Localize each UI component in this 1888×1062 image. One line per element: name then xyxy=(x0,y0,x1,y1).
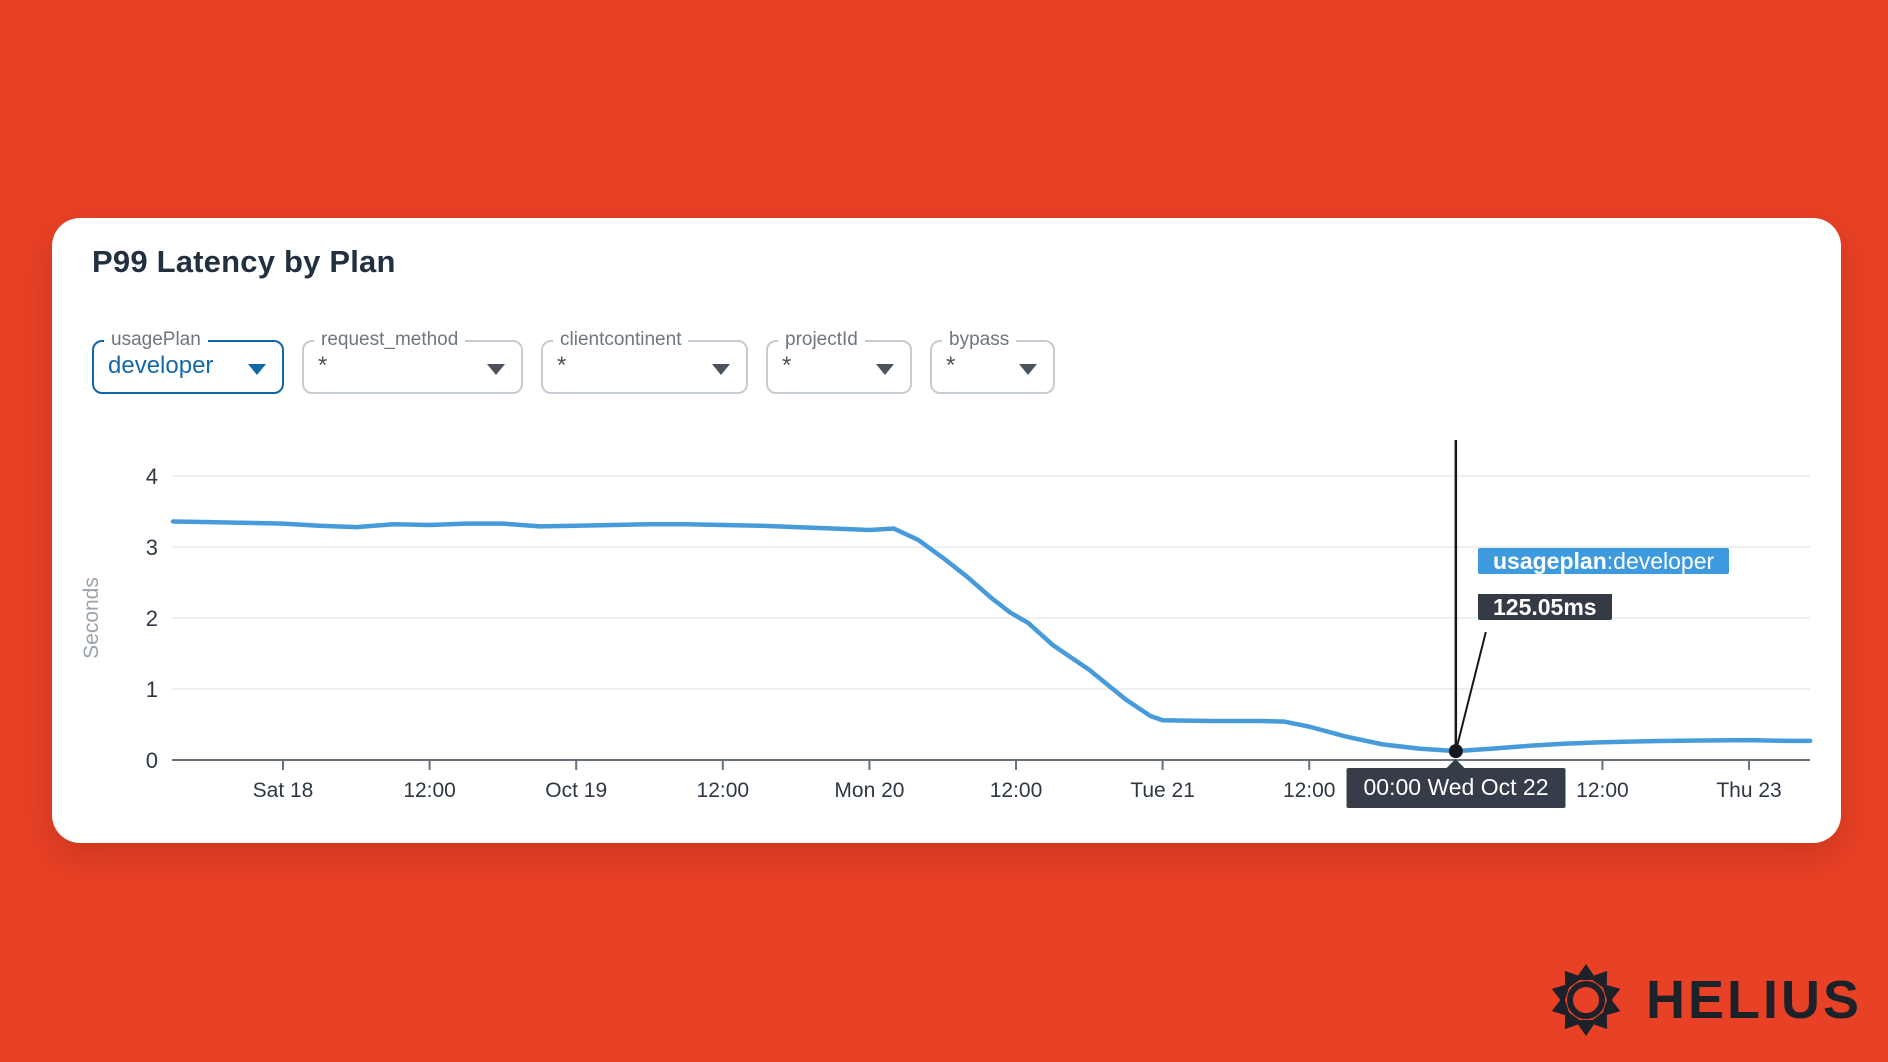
helius-logo: HELIUS xyxy=(1546,960,1862,1040)
latency-card: P99 Latency by Plan usagePlan developer … xyxy=(52,218,1841,843)
y-tick-label: 1 xyxy=(146,677,158,702)
series-tooltip-key: usageplan xyxy=(1493,548,1607,574)
chevron-down-icon xyxy=(487,364,505,375)
filter-row: usagePlan developer request_method * cli… xyxy=(92,329,1055,394)
chevron-down-icon xyxy=(876,364,894,375)
series-tooltip-separator: : xyxy=(1606,548,1614,574)
chevron-down-icon xyxy=(1019,364,1037,375)
x-tick-label: Oct 19 xyxy=(545,779,607,802)
tooltip-connector-line xyxy=(1454,631,1487,752)
y-tick-label: 0 xyxy=(146,748,158,773)
sun-ray xyxy=(1564,970,1584,991)
filter-dropdown-clientcontinent[interactable]: clientcontinent * xyxy=(541,329,748,394)
chevron-down-icon xyxy=(712,364,730,375)
marker-dot[interactable] xyxy=(1448,744,1463,759)
filter-dropdown-projectId[interactable]: projectId * xyxy=(766,329,912,394)
series-tooltip-value: 125.05ms xyxy=(1478,594,1612,620)
x-tick-label: 12:00 xyxy=(1576,779,1629,802)
x-tick-label: 12:00 xyxy=(1283,779,1336,802)
y-tick-label: 4 xyxy=(146,464,158,489)
y-axis-title: Seconds xyxy=(80,577,103,659)
xaxis-tooltip: 00:00 Wed Oct 22 xyxy=(1346,759,1566,808)
filter-label: bypass xyxy=(942,329,1017,352)
series-tooltip-series-value: developer xyxy=(1613,548,1715,574)
page-title: P99 Latency by Plan xyxy=(92,244,396,279)
x-tick-label: 12:00 xyxy=(990,779,1043,802)
x-tick-label: Tue 21 xyxy=(1130,779,1195,802)
latency-chart[interactable]: 0 1 2 3 4 Seconds Sat 18 12:00 Oct 19 12:00 Mon 20… xyxy=(52,408,1841,843)
chart-canvas: 0 1 2 3 4 Seconds Sat 18 12:00 Oct 19 12:00 Mon 20… xyxy=(80,440,1813,802)
filter-dropdown-usagePlan[interactable]: usagePlan developer xyxy=(92,329,284,394)
filter-selected-value: * xyxy=(946,352,956,379)
filter-label: usagePlan xyxy=(104,329,208,352)
y-tick-label: 3 xyxy=(146,535,158,560)
x-tick-label: 12:00 xyxy=(403,779,456,802)
filter-label: clientcontinent xyxy=(553,329,689,352)
filter-selected-value: * xyxy=(782,352,792,379)
sun-ray xyxy=(1574,1020,1597,1036)
sun-ray xyxy=(1574,964,1597,980)
filter-selected-value: * xyxy=(318,352,328,379)
helius-sun-icon xyxy=(1551,964,1621,1036)
filter-label: request_method xyxy=(314,329,466,352)
x-tick-label: Mon 20 xyxy=(834,779,904,802)
x-tick-label: Thu 23 xyxy=(1716,779,1781,802)
filter-dropdown-request_method[interactable]: request_method * xyxy=(302,329,523,394)
sun-ray xyxy=(1551,995,1571,1017)
filter-selected-value: developer xyxy=(108,352,214,379)
filter-dropdown-bypass[interactable]: bypass * xyxy=(930,329,1055,394)
y-tick-label: 2 xyxy=(146,606,158,631)
xaxis-tooltip-label: 00:00 Wed Oct 22 xyxy=(1363,774,1549,800)
x-tick-label: Sat 18 xyxy=(253,779,314,802)
helius-logo-text: HELIUS xyxy=(1645,970,1862,1030)
filter-selected-value: * xyxy=(557,352,567,379)
series-tooltip-label: usageplan:developer xyxy=(1478,548,1730,574)
series-tooltip: usageplan:developer 125.05ms xyxy=(1478,538,1730,630)
sun-ray xyxy=(1601,983,1621,1005)
x-tick-label: 12:00 xyxy=(697,779,750,802)
chevron-down-icon xyxy=(248,364,266,375)
filter-label: projectId xyxy=(778,329,865,352)
latency-line-series xyxy=(170,519,1813,754)
sun-ray xyxy=(1588,1009,1608,1030)
